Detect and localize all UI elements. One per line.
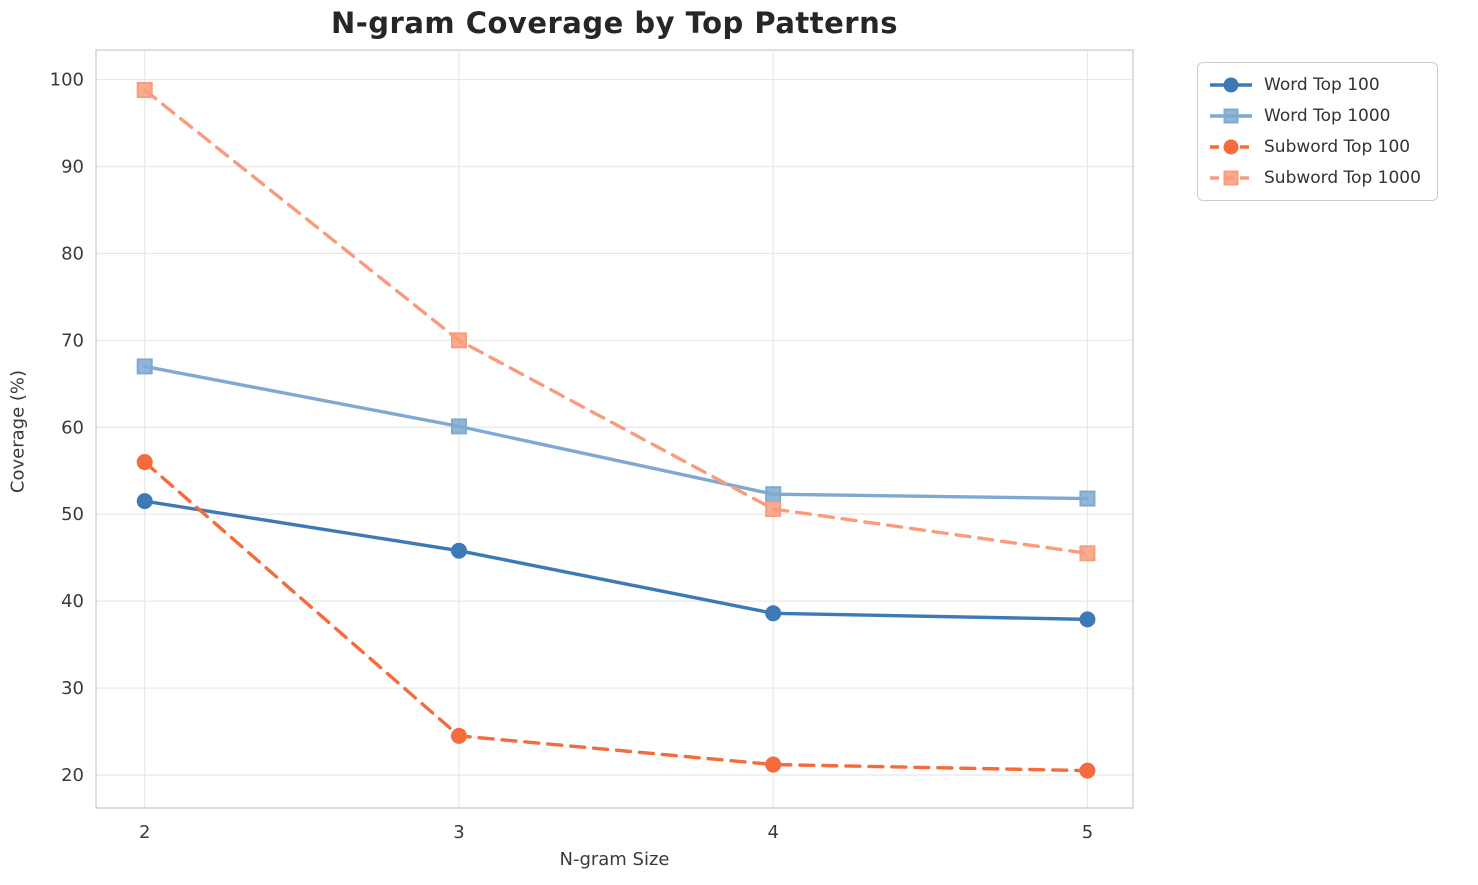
data-point-marker — [450, 418, 467, 435]
data-point-marker — [136, 81, 153, 98]
data-point-marker — [450, 727, 467, 744]
x-tick-label: 4 — [767, 822, 778, 843]
x-tick-label: 3 — [453, 822, 464, 843]
legend-item-3: Subword Top 100 — [1208, 135, 1421, 159]
y-tick-label: 90 — [61, 156, 84, 177]
series-line-4 — [143, 88, 1090, 556]
data-point-marker — [765, 486, 782, 503]
data-point-marker — [1079, 762, 1096, 779]
legend-line-sample — [1210, 170, 1252, 186]
data-point-marker — [765, 756, 782, 773]
data-point-marker — [136, 493, 153, 510]
plot-border — [95, 49, 1134, 809]
y-tick-label: 40 — [61, 591, 84, 612]
y-tick-label: 60 — [61, 417, 84, 438]
data-point-marker — [765, 605, 782, 622]
legend-label: Subword Top 1000 — [1264, 168, 1421, 188]
legend-label: Word Top 1000 — [1264, 106, 1391, 126]
legend-item-4: Subword Top 1000 — [1208, 166, 1421, 190]
data-point-marker — [136, 358, 153, 375]
legend-item-2: Word Top 1000 — [1208, 104, 1421, 128]
x-tick-label: 2 — [139, 822, 150, 843]
legend-line-sample — [1210, 139, 1252, 155]
series-line-1 — [143, 499, 1090, 622]
x-axis-label: N-gram Size — [559, 849, 670, 870]
legend-item-1: Word Top 100 — [1208, 73, 1421, 97]
y-axis-label: Coverage (%) — [7, 369, 29, 494]
legend-label: Word Top 100 — [1264, 75, 1380, 95]
y-tick-label: 80 — [61, 243, 84, 264]
data-point-marker — [765, 500, 782, 517]
x-tick-label: 5 — [1082, 822, 1093, 843]
y-tick-label: 70 — [61, 330, 84, 351]
series-line-2 — [143, 364, 1090, 501]
chart-title: N-gram Coverage by Top Patterns — [330, 6, 899, 40]
legend-line-sample — [1210, 108, 1252, 124]
legend-line-sample — [1210, 77, 1252, 93]
data-point-marker — [450, 332, 467, 349]
legend-label: Subword Top 100 — [1264, 137, 1411, 157]
data-point-marker — [1079, 545, 1096, 562]
data-point-marker — [1079, 490, 1096, 507]
data-point-marker — [450, 542, 467, 559]
y-tick-label: 50 — [61, 504, 84, 525]
data-point-marker — [1079, 611, 1096, 628]
y-tick-label: 30 — [61, 678, 84, 699]
data-point-marker — [136, 454, 153, 471]
series-line-3 — [143, 460, 1090, 773]
legend: Word Top 100 Word Top 1000 Subword Top 100… — [1197, 62, 1438, 201]
y-tick-label: 100 — [50, 70, 84, 91]
y-tick-label: 20 — [61, 765, 84, 786]
